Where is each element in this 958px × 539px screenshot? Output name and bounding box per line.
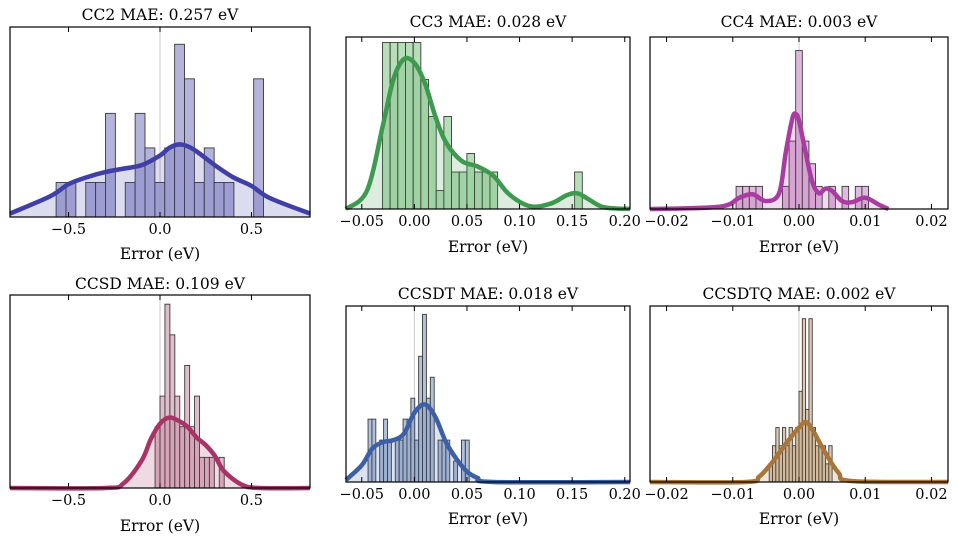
kde-curve <box>649 111 890 212</box>
x-tick-label: 0.20 <box>609 487 641 503</box>
kde-curve <box>649 419 949 485</box>
x-tick-label: 0.10 <box>503 214 535 230</box>
x-tick-label: 0.01 <box>849 487 881 503</box>
x-axis-label: Error (eV) <box>758 238 840 256</box>
kde-curve <box>344 55 631 212</box>
x-tick-label: 0.15 <box>556 214 588 230</box>
histogram-chart: −0.5 0.0 0.5 <box>9 26 311 238</box>
x-tick-label: 0.00 <box>398 487 430 503</box>
panel-cc2: CC2 MAE: 0.257 eV −0.5 0.0 0.5 Error (eV) <box>0 0 320 270</box>
panel-cc3: CC3 MAE: 0.028 eV −0.05 0.00 0.05 0.10 0.15 0… <box>320 0 641 270</box>
kde-curve <box>9 415 311 491</box>
panel-ccsdt: CCSDT MAE: 0.018 eV −0.05 0.00 0.05 0.10 0.1… <box>320 270 641 539</box>
panel-title: CCSDTQ MAE: 0.002 eV <box>702 285 896 303</box>
x-tick-label: −0.02 <box>644 487 688 503</box>
kde-curve <box>9 142 311 216</box>
kde-area <box>346 404 630 483</box>
x-tick-label: −0.5 <box>51 493 86 509</box>
x-axis-label: Error (eV) <box>447 238 529 256</box>
kde-area <box>650 113 889 209</box>
histogram-chart: −0.05 0.00 0.05 0.10 0.15 0.20 <box>340 305 641 503</box>
plot-frame <box>345 36 631 210</box>
panel-cc4: CC4 MAE: 0.003 eV −0.02 −0.01 0.00 0.01 0.02… <box>640 0 958 270</box>
panel-title: CC2 MAE: 0.257 eV <box>81 6 239 24</box>
panel-title: CC3 MAE: 0.028 eV <box>409 13 567 31</box>
x-axis-label: Error (eV) <box>758 510 840 528</box>
x-tick-label: 0.00 <box>783 487 815 503</box>
bars <box>382 42 583 210</box>
x-tick-label: 0.00 <box>398 214 430 230</box>
panel-title: CCSDT MAE: 0.018 eV <box>397 285 579 303</box>
x-axis-label: Error (eV) <box>119 245 201 263</box>
panel-ccsdtq: CCSDTQ MAE: 0.002 eV −0.02 −0.01 0.00 0.01 0… <box>640 270 958 539</box>
bars <box>367 313 470 483</box>
histogram-chart: −0.05 0.00 0.05 0.10 0.15 0.20 <box>340 36 641 230</box>
x-tick-label: 0.01 <box>849 214 881 230</box>
histogram-chart: −0.5 0.0 0.5 <box>9 294 311 509</box>
panel-title: CCSD MAE: 0.109 eV <box>75 275 245 293</box>
kde-curve <box>344 402 631 485</box>
x-tick-label: 0.05 <box>451 487 483 503</box>
plot-frame <box>345 305 631 483</box>
x-tick-label: 0.5 <box>240 222 263 238</box>
x-tick-label: 0.0 <box>148 493 171 509</box>
x-tick-label: 0.10 <box>503 487 535 503</box>
x-tick-label: 0.02 <box>915 214 947 230</box>
x-tick-label: 0.05 <box>451 214 483 230</box>
x-tick-label: 0.5 <box>240 493 263 509</box>
x-tick-label: −0.01 <box>711 487 755 503</box>
kde-area <box>10 144 310 217</box>
x-tick-label: −0.5 <box>51 222 86 238</box>
x-tick-label: −0.05 <box>340 214 384 230</box>
x-tick-label: −0.02 <box>644 214 688 230</box>
kde-area <box>346 58 630 209</box>
x-tick-label: 0.15 <box>556 487 588 503</box>
kde-area <box>650 422 948 483</box>
x-axis-label: Error (eV) <box>447 510 529 528</box>
x-tick-label: −0.01 <box>711 214 755 230</box>
x-tick-label: −0.05 <box>340 487 384 503</box>
kde-area <box>10 417 310 489</box>
x-tick-label: 0.02 <box>915 487 947 503</box>
x-tick-label: 0.00 <box>783 214 815 230</box>
x-axis-label: Error (eV) <box>119 517 201 535</box>
panel-title: CC4 MAE: 0.003 eV <box>720 13 878 31</box>
histogram-chart: −0.02 −0.01 0.00 0.01 0.02 <box>644 305 949 503</box>
x-tick-label: 0.0 <box>148 222 171 238</box>
panel-ccsd: CCSD MAE: 0.109 eV −0.5 0.0 0.5 Error (eV) <box>0 270 320 539</box>
histogram-chart: −0.02 −0.01 0.00 0.01 0.02 <box>644 36 949 230</box>
x-tick-label: 0.20 <box>609 214 641 230</box>
